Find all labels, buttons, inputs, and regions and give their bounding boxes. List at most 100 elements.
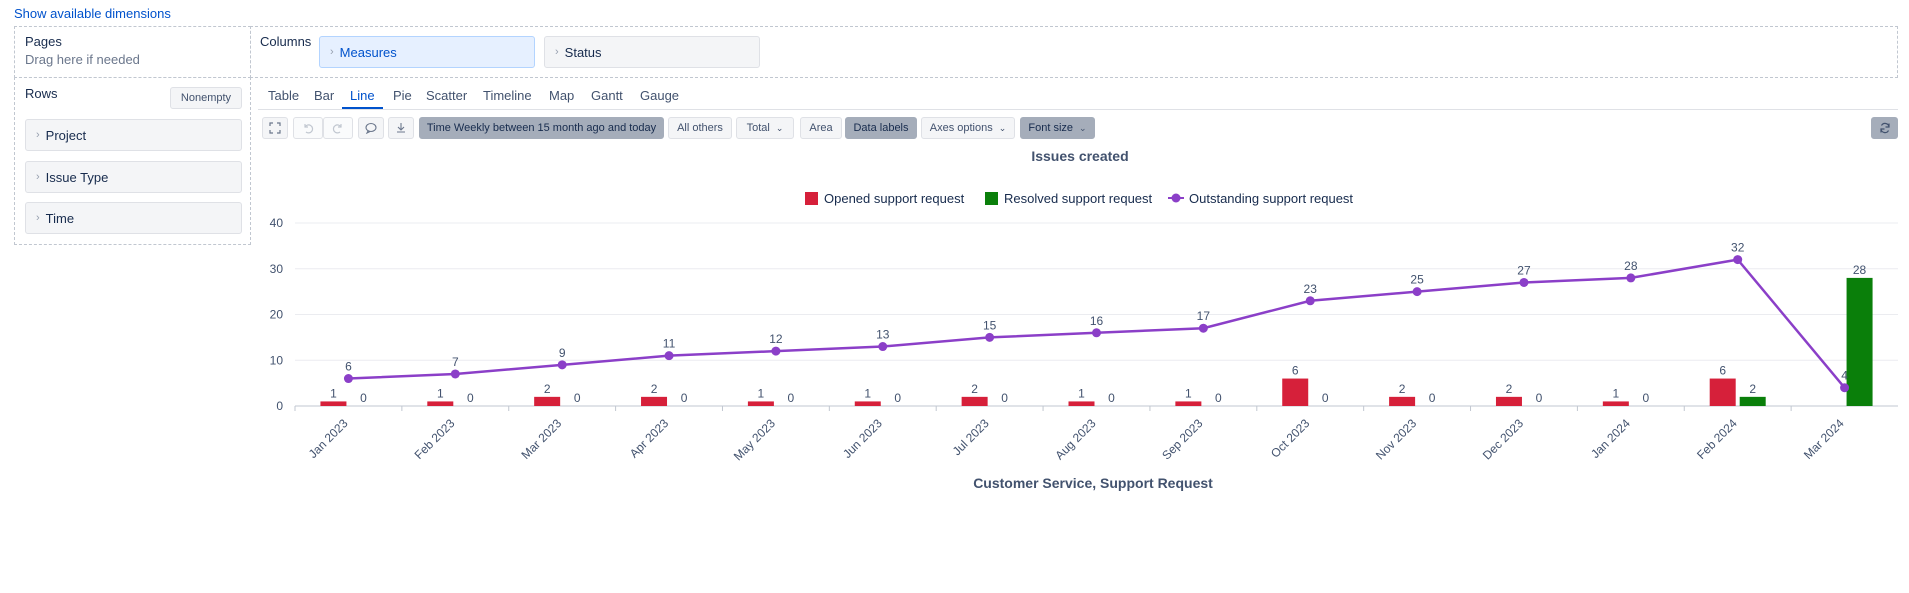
bar-resolved-label: 0 <box>1322 391 1329 405</box>
chevron-right-icon: › <box>555 46 559 58</box>
outstanding-point-label: 23 <box>1304 282 1318 296</box>
tab-line[interactable]: Line <box>342 86 383 109</box>
time-filter-button[interactable]: Time Weekly between 15 month ago and tod… <box>419 117 664 139</box>
bar-resolved-label: 0 <box>360 391 367 405</box>
legend-label-resolved[interactable]: Resolved support request <box>1004 191 1153 206</box>
tab-gauge[interactable]: Gauge <box>640 88 680 103</box>
outstanding-point[interactable] <box>343 374 353 384</box>
rows-title: Rows <box>25 86 58 101</box>
tab-map[interactable]: Map <box>549 88 575 103</box>
bar-opened[interactable] <box>534 396 561 406</box>
legend-label-opened[interactable]: Opened support request <box>824 191 965 206</box>
bar-opened-label: 1 <box>1078 386 1085 400</box>
bar-opened[interactable] <box>961 396 988 406</box>
outstanding-point-label: 11 <box>663 337 676 351</box>
legend-label-outstanding[interactable]: Outstanding support request <box>1189 191 1353 206</box>
bar-opened[interactable] <box>1389 396 1416 406</box>
tab-pie[interactable]: Pie <box>393 88 412 103</box>
bar-opened[interactable] <box>1495 396 1522 406</box>
column-chip-measures[interactable]: › Measures <box>319 36 535 68</box>
bar-opened[interactable] <box>747 401 774 406</box>
outstanding-point-label: 7 <box>452 355 459 369</box>
total-dropdown[interactable]: Total ⌄ <box>736 117 794 139</box>
bar-resolved-label: 2 <box>1749 382 1756 396</box>
outstanding-point[interactable] <box>985 332 995 342</box>
row-chip-label: Time <box>45 210 75 226</box>
x-tick-label: Dec 2023 <box>1480 416 1526 462</box>
font-size-label: Font size <box>1028 122 1074 134</box>
nonempty-button[interactable]: Nonempty <box>170 87 242 109</box>
rows-dropzone[interactable]: Rows Nonempty › Project › Issue Type › T… <box>14 77 251 245</box>
tab-table[interactable]: Table <box>268 88 300 103</box>
bar-opened-label: 6 <box>1292 364 1299 378</box>
bar-resolved[interactable] <box>1846 277 1873 406</box>
expand-icon[interactable] <box>262 117 288 139</box>
bar-resolved[interactable] <box>1739 396 1766 406</box>
column-chip-status[interactable]: › Status <box>544 36 760 68</box>
row-chip-time[interactable]: › Time <box>25 202 242 234</box>
tab-gantt[interactable]: Gantt <box>591 88 623 103</box>
bar-opened-label: 1 <box>864 386 871 400</box>
outstanding-point[interactable] <box>450 369 460 379</box>
comment-icon[interactable] <box>358 117 384 139</box>
y-tick-label: 10 <box>270 353 284 367</box>
outstanding-point-label: 17 <box>1197 309 1211 323</box>
outstanding-point[interactable] <box>1412 287 1422 297</box>
bar-opened[interactable] <box>1709 378 1736 406</box>
x-tick-label: Oct 2023 <box>1268 416 1313 461</box>
bar-resolved-label: 0 <box>574 391 581 405</box>
outstanding-point[interactable] <box>1092 328 1101 338</box>
x-tick-label: Jun 2023 <box>840 416 885 461</box>
area-button[interactable]: Area <box>800 117 842 139</box>
export-icon[interactable] <box>388 117 414 139</box>
outstanding-point[interactable] <box>771 346 781 356</box>
row-chip-issue-type[interactable]: › Issue Type <box>25 161 242 193</box>
font-size-dropdown[interactable]: Font size ⌄ <box>1020 117 1095 139</box>
bar-opened[interactable] <box>1282 378 1309 406</box>
data-labels-button[interactable]: Data labels <box>845 117 917 139</box>
row-chip-project[interactable]: › Project <box>25 119 242 151</box>
outstanding-point[interactable] <box>1840 383 1850 393</box>
outstanding-point[interactable] <box>1198 323 1208 333</box>
outstanding-point-label: 15 <box>983 318 997 332</box>
outstanding-point-label: 9 <box>559 346 566 360</box>
pages-hint: Drag here if needed <box>25 52 140 67</box>
bar-opened[interactable] <box>427 401 454 406</box>
outstanding-point-label: 13 <box>876 328 890 342</box>
outstanding-point[interactable] <box>1519 277 1529 287</box>
undo-icon[interactable] <box>293 117 323 139</box>
all-others-button[interactable]: All others <box>668 117 732 139</box>
bar-opened[interactable] <box>320 401 347 406</box>
outstanding-point[interactable] <box>664 351 674 361</box>
bar-resolved-label: 0 <box>1108 391 1115 405</box>
legend-swatch-opened <box>805 192 818 205</box>
outstanding-point[interactable] <box>1626 273 1636 283</box>
bar-opened[interactable] <box>1602 401 1629 406</box>
outstanding-point[interactable] <box>557 360 567 370</box>
outstanding-point[interactable] <box>1733 255 1743 265</box>
bar-resolved-label: 0 <box>788 391 795 405</box>
tab-scatter[interactable]: Scatter <box>426 88 468 103</box>
x-tick-label: Mar 2024 <box>1801 416 1847 462</box>
tab-bar[interactable]: Bar <box>314 88 335 103</box>
bar-opened[interactable] <box>1175 401 1202 406</box>
redo-icon[interactable] <box>323 117 353 139</box>
row-chip-label: Issue Type <box>45 169 109 185</box>
pages-dropzone[interactable]: Pages Drag here if needed <box>14 26 251 78</box>
y-tick-label: 20 <box>270 308 284 322</box>
bar-opened[interactable] <box>641 396 668 406</box>
refresh-icon[interactable] <box>1871 117 1898 139</box>
x-tick-label: Apr 2023 <box>627 416 672 461</box>
bar-opened[interactable] <box>854 401 881 406</box>
outstanding-point[interactable] <box>878 342 888 352</box>
tab-timeline[interactable]: Timeline <box>483 88 532 103</box>
outstanding-point[interactable] <box>1305 296 1315 306</box>
columns-dropzone[interactable]: Columns › Measures › Status <box>250 26 1898 78</box>
show-dimensions-link[interactable]: Show available dimensions <box>14 6 171 21</box>
bar-resolved-label: 0 <box>1536 391 1543 405</box>
axes-options-dropdown[interactable]: Axes options ⌄ <box>921 117 1015 139</box>
chevron-down-icon: ⌄ <box>775 122 784 133</box>
bar-opened[interactable] <box>1068 401 1095 406</box>
